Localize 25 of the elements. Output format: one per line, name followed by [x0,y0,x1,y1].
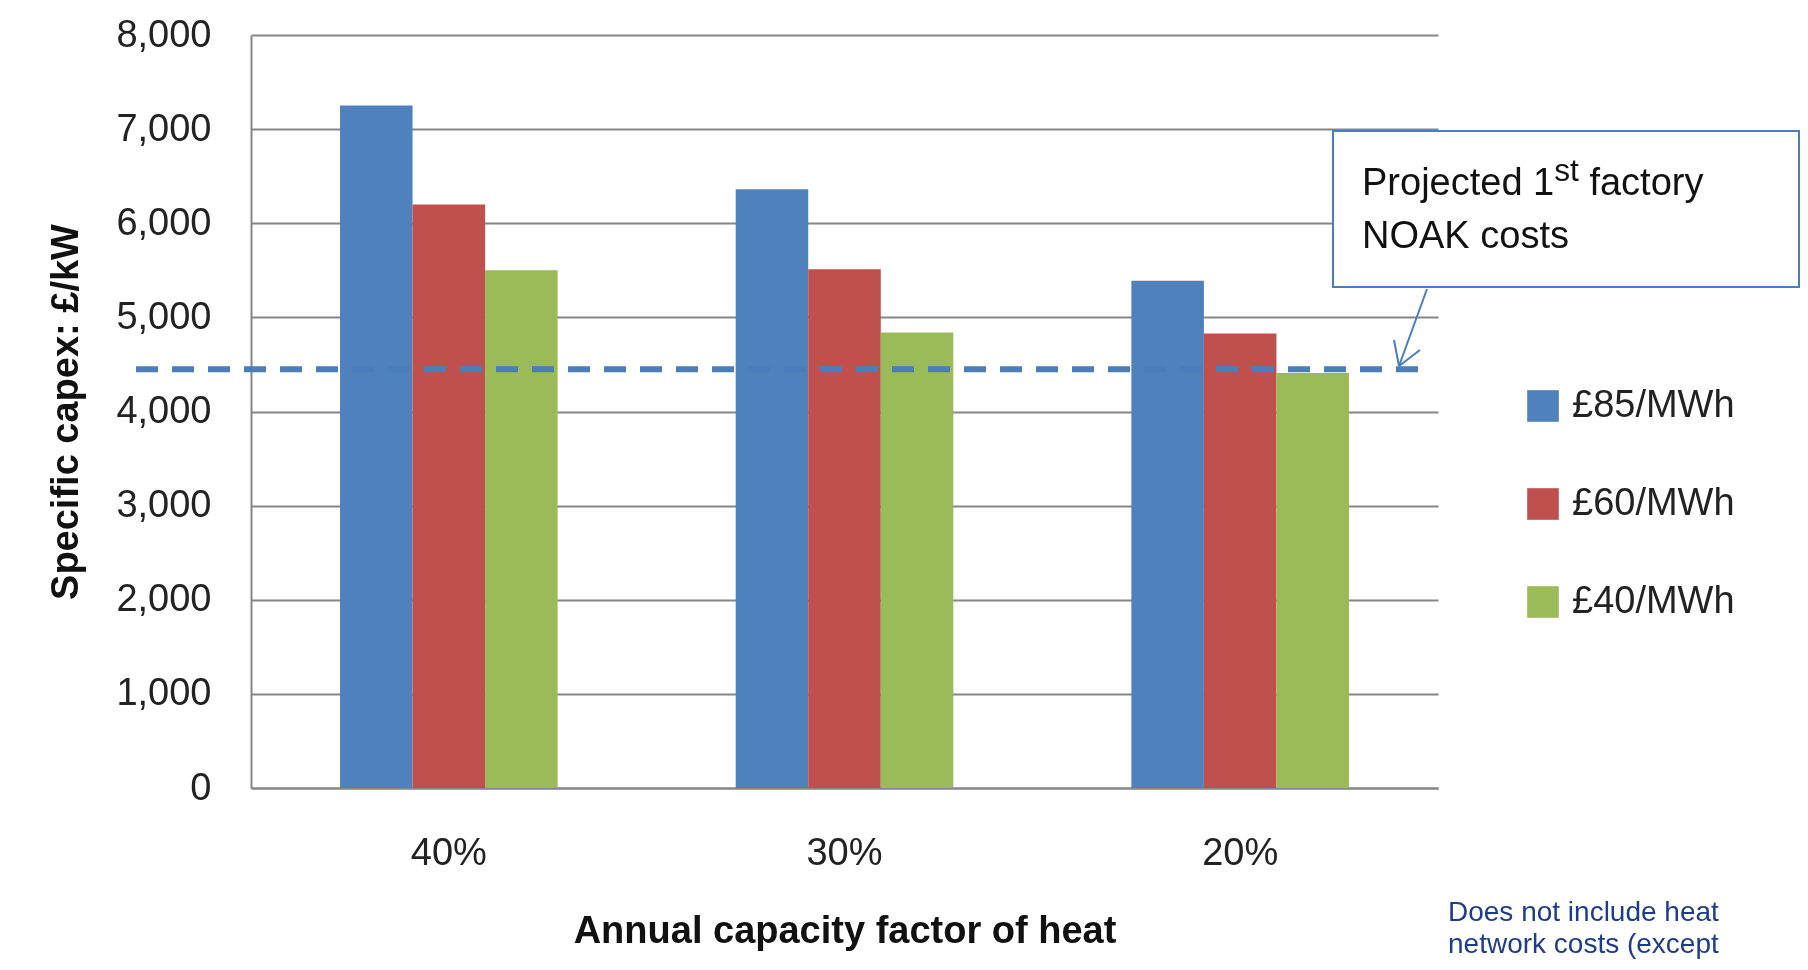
bar [1276,372,1349,788]
y-tick-label: 4,000 [116,389,212,431]
bar [1203,333,1277,788]
y-tick-label: 5,000 [116,294,212,337]
y-axis-title: Specific capex: £/kW [44,223,87,600]
y-tick-label: 3,000 [116,483,212,526]
legend-label: £40/MWh [1572,579,1735,621]
legend-label: £85/MWh [1572,383,1735,425]
y-tick-label: 7,000 [116,106,212,149]
x-tick-label: 20% [1202,830,1279,873]
x-tick-label: 40% [410,830,487,873]
bar [485,270,558,788]
y-tick-label: 6,000 [116,200,212,243]
bar [412,204,486,788]
x-axis-title: Annual capacity factor of heat [573,908,1117,951]
y-tick-label: 8,000 [116,12,212,55]
bar [808,269,881,788]
y-tick-label: 1,000 [116,671,212,714]
y-tick-label: 2,000 [116,577,212,620]
x-tick-label: 30% [806,830,883,873]
y-tick-label: 0 [190,765,212,808]
bar [880,332,954,788]
legend-label: £60/MWh [1572,481,1735,523]
callout-box: Projected 1$^{st}$ factory NOAK costs [1332,130,1800,288]
text: Does not include heat network costs (except [1448,896,1720,961]
